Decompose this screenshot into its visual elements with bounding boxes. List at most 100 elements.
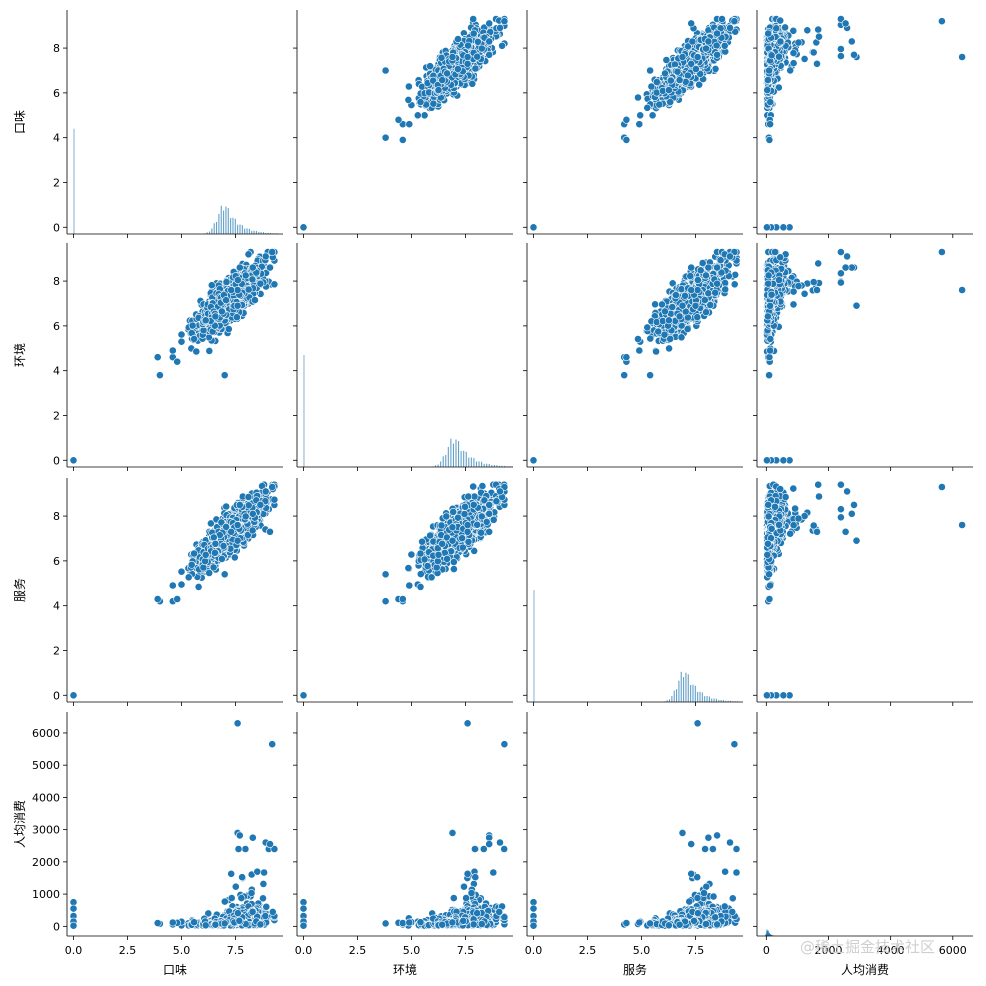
panel-r0-c3 xyxy=(753,10,973,238)
scatter-point xyxy=(192,347,201,356)
scatter-point-outlier xyxy=(485,19,494,28)
scatter-point xyxy=(789,49,798,57)
scatter-point xyxy=(636,111,645,120)
scatter-point xyxy=(416,98,425,106)
panel-marks xyxy=(763,15,966,232)
scatter-point xyxy=(720,41,729,50)
scatter-point xyxy=(648,111,657,120)
scatter-point-outlier xyxy=(496,23,504,32)
scatter-point xyxy=(675,76,684,84)
hist-bar xyxy=(251,230,253,234)
hist-bar xyxy=(237,224,239,234)
scatter-point xyxy=(764,29,773,38)
scatter-point-outlier xyxy=(405,120,414,129)
scatter-point xyxy=(837,52,845,60)
hist-bar xyxy=(255,230,257,234)
scatter-point xyxy=(647,82,656,91)
scatter-point xyxy=(775,52,783,61)
scatter-point xyxy=(454,35,462,43)
hist-bar xyxy=(248,228,250,234)
y-tick-label: 2 xyxy=(53,176,60,189)
scatter-point xyxy=(453,65,462,73)
scatter-point-outlier xyxy=(713,50,721,59)
scatter-point xyxy=(702,44,710,53)
scatter-point xyxy=(789,59,798,68)
scatter-point-outlier xyxy=(847,37,856,46)
hist-bar xyxy=(216,221,218,234)
scatter-point-outlier xyxy=(766,120,774,129)
scatter-point xyxy=(498,41,506,50)
scatter-point xyxy=(661,69,669,78)
scatter-point-outlier xyxy=(448,53,457,61)
scatter-point xyxy=(766,98,775,106)
scatter-point-outlier xyxy=(398,135,407,144)
scatter-point-outlier xyxy=(485,37,494,46)
scatter-point xyxy=(774,83,783,92)
scatter-point xyxy=(815,32,823,41)
hist-bar xyxy=(232,217,234,234)
panel-marks xyxy=(73,128,279,234)
hist-bar xyxy=(258,232,260,234)
scatter-point xyxy=(776,37,785,46)
hist-bar xyxy=(241,225,243,234)
scatter-point-outlier xyxy=(646,66,654,75)
scatter-point xyxy=(696,70,705,78)
scatter-point xyxy=(688,37,697,46)
hist-bar xyxy=(244,228,246,234)
scatter-point xyxy=(814,25,823,34)
y-tick-label: 8 xyxy=(53,42,60,55)
scatter-point xyxy=(477,44,486,53)
hist-bar xyxy=(213,223,215,234)
y-tick-label: 0 xyxy=(53,221,60,234)
scatter-point-outlier xyxy=(381,66,390,75)
hist-bar xyxy=(246,228,248,234)
scatter-point xyxy=(781,23,789,32)
scatter-point xyxy=(404,82,413,91)
scatter-point xyxy=(473,52,482,61)
scatter-point-outlier xyxy=(485,50,494,59)
scatter-point-outlier xyxy=(622,115,631,124)
hist-bar xyxy=(230,218,232,234)
hist-bar xyxy=(211,228,213,234)
hist-bar xyxy=(234,218,236,234)
scatter-point-outlier xyxy=(635,120,644,129)
scatter-point xyxy=(772,24,781,33)
scatter-point xyxy=(420,111,429,120)
scatter-point xyxy=(437,53,446,62)
scatter-point xyxy=(713,29,721,38)
scatter-point xyxy=(404,96,413,104)
scatter-point xyxy=(468,79,477,88)
scatter-point-outlier xyxy=(841,19,850,28)
scatter-point xyxy=(438,76,447,84)
scatter-point xyxy=(464,41,472,50)
hist-bar xyxy=(227,208,229,234)
panel-marks xyxy=(299,15,509,232)
scatter-point xyxy=(684,42,692,51)
hist-bar xyxy=(218,214,220,234)
scatter-point-outlier xyxy=(704,37,713,46)
scatter-point-outlier xyxy=(779,223,788,232)
scatter-point xyxy=(718,15,726,23)
panel-marks xyxy=(529,15,741,232)
scatter-point-outlier xyxy=(765,66,773,75)
scatter-point xyxy=(666,76,675,85)
scatter-point xyxy=(767,51,776,60)
scatter-point xyxy=(711,65,720,73)
scatter-point xyxy=(800,55,809,63)
hist-bar xyxy=(220,205,222,234)
scatter-point xyxy=(429,99,438,108)
scatter-point-outlier xyxy=(730,17,739,26)
scatter-point xyxy=(665,86,673,94)
scatter-point xyxy=(655,100,664,109)
scatter-point xyxy=(803,26,812,35)
scatter-point-outlier xyxy=(463,59,472,68)
scatter-point xyxy=(634,93,642,102)
scatter-point xyxy=(712,41,721,50)
scatter-point-outlier xyxy=(381,133,390,142)
panel-marks xyxy=(69,248,279,465)
scatter-point-outlier xyxy=(463,53,472,61)
scatter-point-outlier xyxy=(958,53,966,61)
scatter-point xyxy=(789,26,798,35)
